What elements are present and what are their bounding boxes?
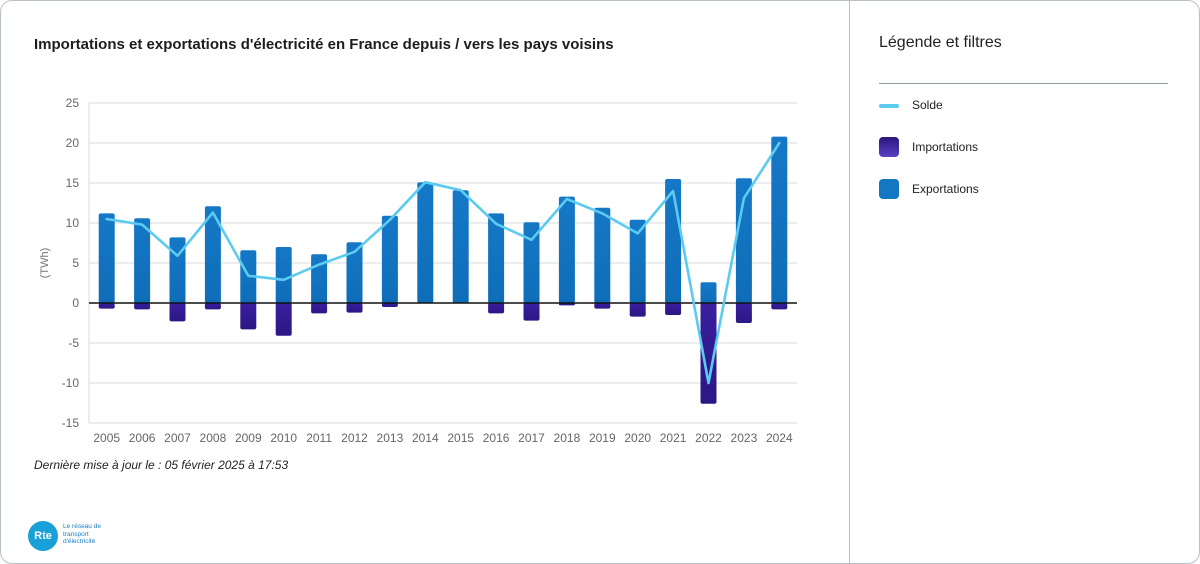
y-tick-label: 10 xyxy=(66,216,80,230)
legend-divider xyxy=(879,83,1168,84)
x-tick-label: 2013 xyxy=(377,431,404,445)
legend-label-importations: Importations xyxy=(912,140,979,154)
export-bar[interactable] xyxy=(204,206,221,303)
rte-logo-mark: Rte xyxy=(28,521,58,551)
x-tick-label: 2005 xyxy=(93,431,120,445)
legend-label-solde: Solde xyxy=(912,98,943,112)
y-tick-label: 20 xyxy=(66,136,80,150)
x-tick-label: 2021 xyxy=(660,431,687,445)
import-bar[interactable] xyxy=(169,303,186,322)
import-bar[interactable] xyxy=(134,303,151,310)
export-bar[interactable] xyxy=(629,219,646,303)
legend-label-exportations: Exportations xyxy=(912,182,979,196)
export-bar[interactable] xyxy=(523,222,540,303)
importations-swatch-icon xyxy=(879,137,899,157)
import-bar[interactable] xyxy=(204,303,221,310)
export-bar[interactable] xyxy=(488,213,505,303)
last-updated-text: Dernière mise à jour le : 05 février 202… xyxy=(34,458,289,472)
solde-line-swatch-icon xyxy=(879,104,899,108)
export-bar[interactable] xyxy=(735,178,752,303)
import-bar[interactable] xyxy=(523,303,540,321)
export-bar[interactable] xyxy=(346,242,363,303)
x-tick-label: 2016 xyxy=(483,431,510,445)
y-tick-label: 15 xyxy=(66,176,80,190)
import-bar[interactable] xyxy=(700,303,717,404)
x-tick-label: 2010 xyxy=(270,431,297,445)
y-tick-label: 25 xyxy=(66,96,80,110)
export-bar[interactable] xyxy=(771,136,788,303)
import-bar[interactable] xyxy=(594,303,611,309)
x-tick-label: 2015 xyxy=(447,431,474,445)
x-tick-label: 2006 xyxy=(129,431,156,445)
x-tick-label: 2007 xyxy=(164,431,191,445)
solde-line-layer xyxy=(105,141,781,385)
import-bar[interactable] xyxy=(275,303,292,336)
export-bar[interactable] xyxy=(417,182,434,303)
x-tick-label: 2022 xyxy=(695,431,722,445)
x-tick-label: 2020 xyxy=(624,431,651,445)
import-bar[interactable] xyxy=(488,303,505,314)
import-bar[interactable] xyxy=(665,303,682,315)
x-tick-label: 2012 xyxy=(341,431,368,445)
import-bar[interactable] xyxy=(240,303,257,330)
import-bar[interactable] xyxy=(311,303,328,314)
y-tick-label: -10 xyxy=(62,376,80,390)
import-bar[interactable] xyxy=(346,303,363,313)
export-bar[interactable] xyxy=(381,215,398,303)
export-bar[interactable] xyxy=(275,247,292,303)
legend-panel-title: Légende et filtres xyxy=(879,34,1002,51)
y-tick-label: -15 xyxy=(62,416,80,430)
import-bar[interactable] xyxy=(771,303,788,310)
export-bar[interactable] xyxy=(558,196,575,303)
legend-panel: Légende et filtres Solde Importations Ex… xyxy=(849,1,1199,563)
export-bar[interactable] xyxy=(452,190,469,303)
import-bar[interactable] xyxy=(629,303,646,317)
chart-panel: Importations et exportations d'électrici… xyxy=(1,1,849,563)
exportations-swatch-icon xyxy=(879,179,899,199)
export-bar[interactable] xyxy=(700,282,717,303)
x-tick-label: 2018 xyxy=(554,431,581,445)
x-tick-label: 2023 xyxy=(731,431,758,445)
y-axis-label: (TWh) xyxy=(39,248,51,279)
x-tick-label: 2011 xyxy=(306,431,332,445)
x-tick-label: 2014 xyxy=(412,431,439,445)
x-tick-label: 2017 xyxy=(518,431,545,445)
y-tick-label: -5 xyxy=(68,336,79,350)
bars-layer xyxy=(98,136,788,404)
rte-logo-text: Le réseau de transport d'électricité xyxy=(63,523,101,545)
y-tick-label: 5 xyxy=(72,256,79,270)
export-bar[interactable] xyxy=(594,207,611,303)
rte-logo: Rte Le réseau de transport d'électricité xyxy=(28,521,108,551)
chart-title: Importations et exportations d'électrici… xyxy=(34,36,614,53)
x-axis-ticks: 2005 2006 2007 2008 2009 2010 2011 2012 2013 2014… xyxy=(93,431,793,445)
x-tick-label: 2024 xyxy=(766,431,793,445)
x-tick-label: 2009 xyxy=(235,431,262,445)
export-bar[interactable] xyxy=(134,218,151,303)
export-bar[interactable] xyxy=(98,213,115,303)
x-tick-label: 2019 xyxy=(589,431,616,445)
import-bar[interactable] xyxy=(735,303,752,323)
import-bar[interactable] xyxy=(381,303,398,307)
solde-line[interactable] xyxy=(105,141,781,385)
x-tick-label: 2008 xyxy=(200,431,227,445)
y-tick-label: 0 xyxy=(72,296,79,310)
import-bar[interactable] xyxy=(98,303,115,309)
